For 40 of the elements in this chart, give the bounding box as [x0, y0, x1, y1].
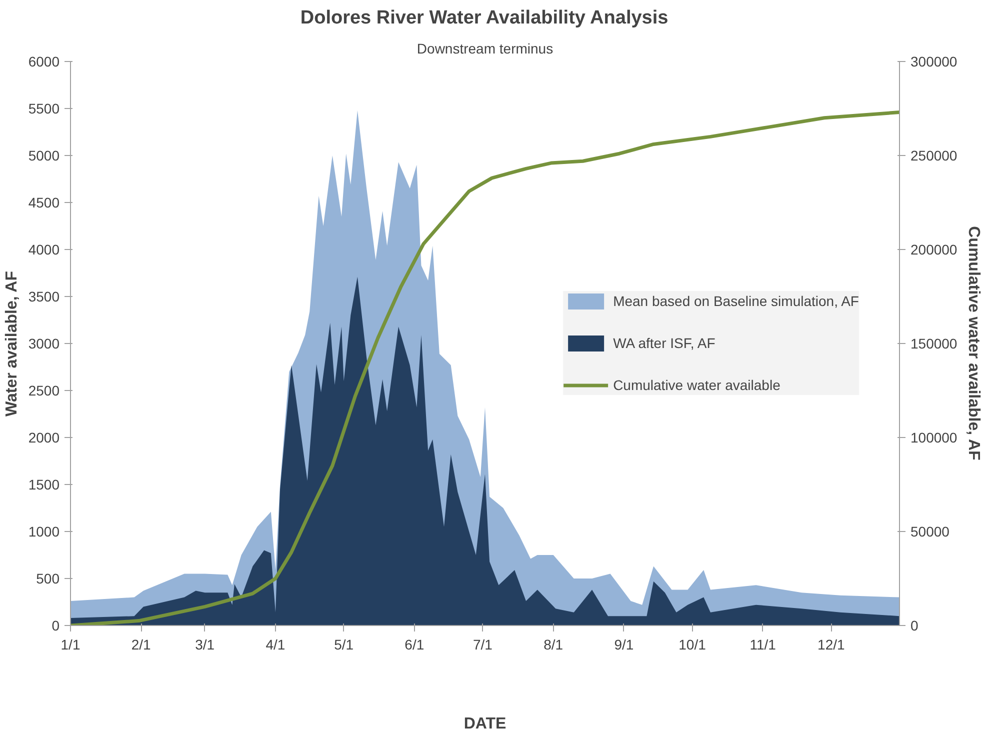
legend-label: WA after ISF, AF [613, 335, 716, 351]
y-tick-label: 1000 [28, 524, 60, 540]
y2-tick-label: 200000 [910, 242, 958, 258]
y2-tick-label: 0 [910, 618, 918, 634]
y-tick-label: 6000 [28, 54, 60, 70]
y-tick-label: 3000 [28, 336, 60, 352]
x-tick-label: 2/1 [131, 636, 152, 652]
y-tick-label: 2500 [28, 382, 60, 398]
legend-label: Cumulative water available [613, 377, 780, 393]
y-tick-label: 0 [52, 618, 60, 634]
y2-tick-label: 50000 [910, 524, 950, 540]
y2-tick-label: 150000 [910, 336, 958, 352]
x-tick-label: 9/1 [614, 636, 634, 652]
x-tick-label: 1/1 [60, 636, 80, 652]
y-tick-label: 3500 [28, 288, 60, 304]
x-tick-label: 6/1 [404, 636, 424, 652]
x-axis-title: DATE [464, 716, 507, 732]
x-tick-label: 5/1 [334, 636, 354, 652]
y-tick-label: 2000 [28, 430, 60, 446]
x-tick-label: 4/1 [266, 636, 286, 652]
y2-tick-label: 300000 [910, 54, 958, 70]
chart-title: Dolores River Water Availability Analysis [300, 8, 668, 28]
y-tick-label: 5500 [28, 100, 60, 116]
y2-tick-label: 250000 [910, 148, 958, 164]
x-tick-label: 12/1 [818, 636, 846, 652]
y2-tick-label: 100000 [910, 430, 958, 446]
y-axis-title: Water available, AF [3, 270, 20, 417]
y-tick-label: 4500 [28, 194, 60, 210]
x-tick-label: 10/1 [678, 636, 706, 652]
legend-label: Mean based on Baseline simulation, AF [613, 293, 859, 309]
y-tick-label: 5000 [28, 148, 60, 164]
chart-subtitle: Downstream terminus [416, 40, 554, 56]
x-tick-label: 11/1 [750, 636, 776, 652]
y2-axis-title: Cumulative water available, AF [965, 226, 982, 461]
y-tick-label: 500 [36, 570, 60, 586]
x-tick-label: 8/1 [544, 636, 564, 652]
y-tick-label: 4000 [28, 242, 60, 258]
y-tick-label: 1500 [28, 476, 60, 492]
x-tick-label: 7/1 [472, 636, 493, 652]
x-tick-label: 3/1 [195, 636, 215, 652]
